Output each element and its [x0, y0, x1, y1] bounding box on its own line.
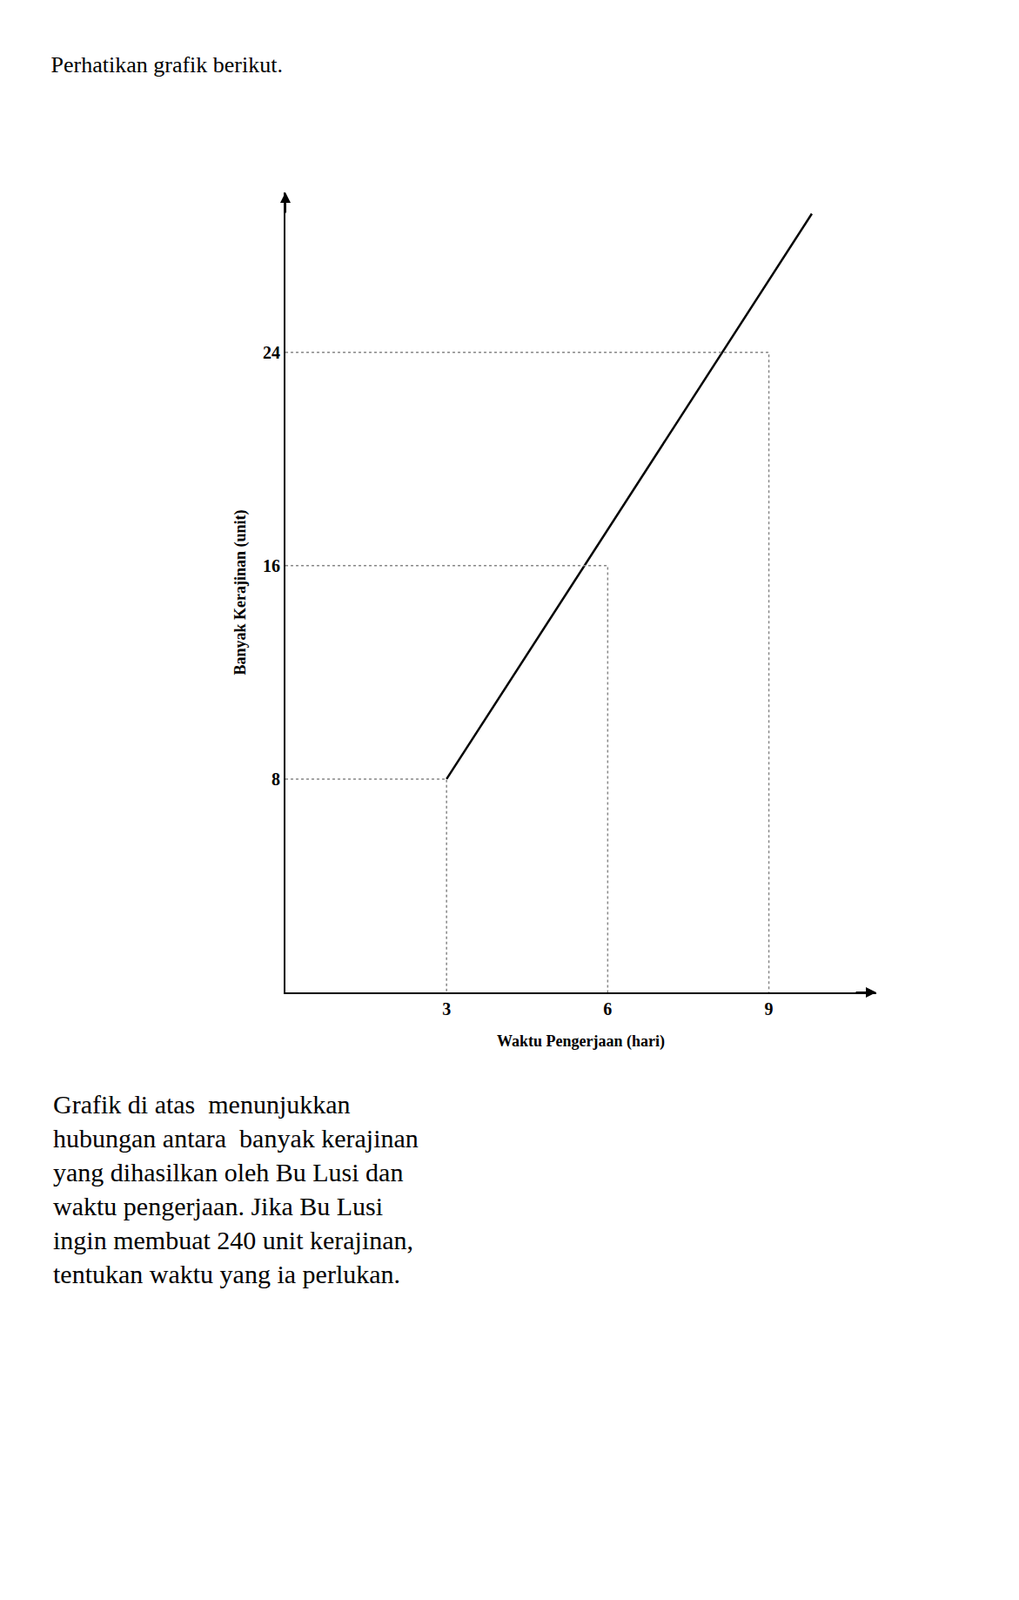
svg-text:16: 16 — [262, 556, 281, 576]
svg-text:Waktu Pengerjaan (hari): Waktu Pengerjaan (hari) — [496, 1032, 665, 1051]
svg-text:Banyak Kerajinan (unit): Banyak Kerajinan (unit) — [231, 509, 250, 675]
svg-text:6: 6 — [603, 998, 612, 1019]
svg-text:Perhatikan grafik berikut.: Perhatikan grafik berikut. — [51, 52, 283, 78]
svg-text:24: 24 — [262, 342, 281, 363]
svg-text:9: 9 — [764, 998, 774, 1019]
svg-text:3: 3 — [442, 998, 451, 1019]
svg-text:Grafik di atas menunjukkanhub: Grafik di atas menunjukkanhubungan antar… — [53, 1089, 419, 1288]
svg-text:8: 8 — [271, 769, 281, 789]
